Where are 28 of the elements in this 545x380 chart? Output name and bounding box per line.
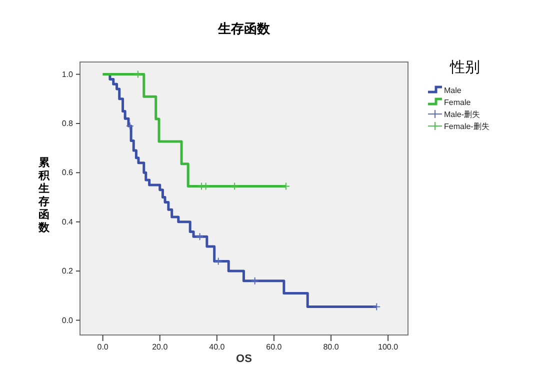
point <box>282 182 290 190</box>
x-tick-label: 0.0 <box>97 342 109 352</box>
point <box>126 122 134 130</box>
y-tick-label: 0.4 <box>62 217 74 226</box>
y-tick-label: 0.0 <box>62 316 74 325</box>
point <box>134 70 142 78</box>
x-tick-label: 100.0 <box>378 342 399 352</box>
y-tick-label: 0.8 <box>62 119 74 128</box>
legend-label: Male <box>444 86 462 95</box>
x-tick-label: 60.0 <box>266 342 282 352</box>
point <box>230 182 239 190</box>
point <box>214 257 222 266</box>
chart-title: 生存函数 <box>217 22 271 37</box>
x-tick-label: 40.0 <box>209 342 226 352</box>
y-tick-label: 0.2 <box>62 266 74 276</box>
y-axis-title: 累积生存函数 <box>38 156 50 234</box>
x-tick-label: 20.0 <box>152 342 168 352</box>
point <box>250 276 259 285</box>
point <box>372 302 381 311</box>
legend-label: Female <box>444 98 472 107</box>
legend-title: 性别 <box>449 58 480 76</box>
legend-label: Male-删失 <box>444 110 480 119</box>
y-tick-label: 0.6 <box>62 168 74 178</box>
point <box>196 232 204 241</box>
x-axis-title: OS <box>236 353 252 365</box>
legend-label: Female-删失 <box>444 122 490 131</box>
y-tick-label: 1.0 <box>62 70 74 79</box>
x-tick-label: 80.0 <box>323 342 340 352</box>
